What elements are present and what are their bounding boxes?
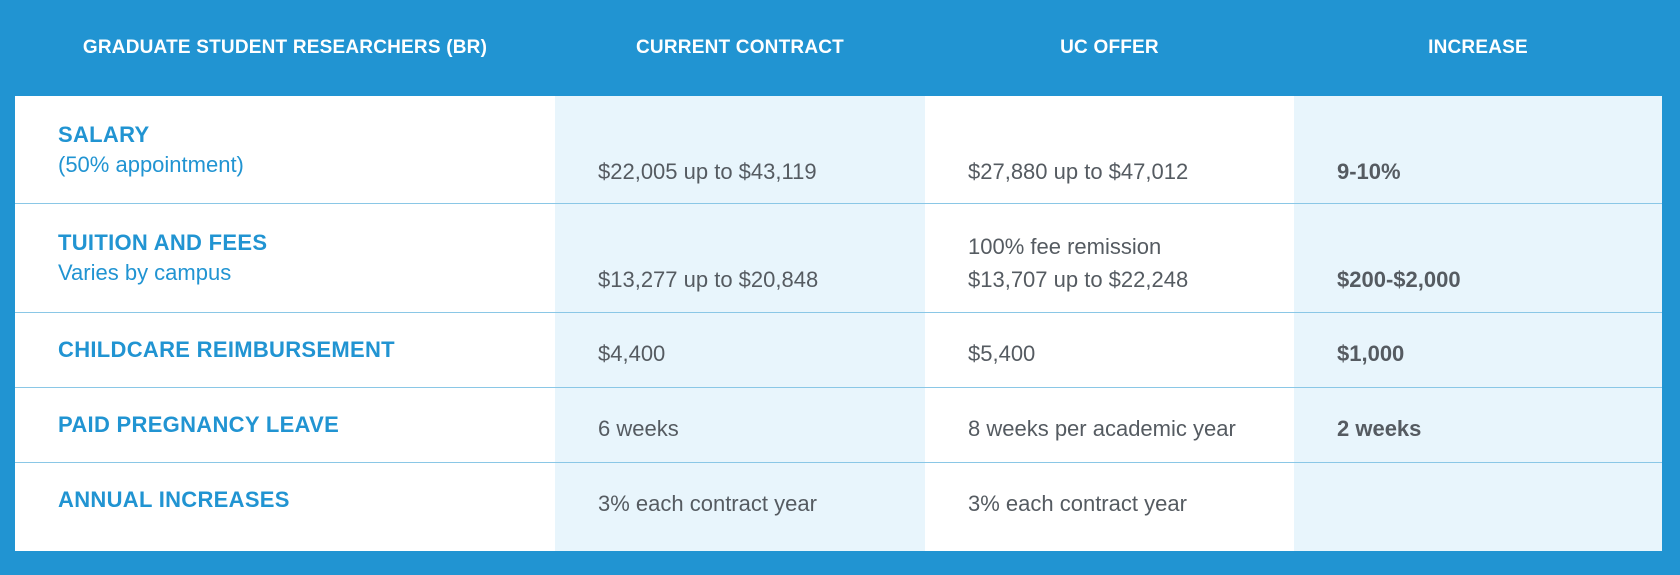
cell-increase: 2 weeks [1294, 388, 1662, 462]
cell-increase: $1,000 [1294, 313, 1662, 387]
row-label-childcare: CHILDCARE REIMBURSEMENT [15, 313, 555, 387]
cell-current: $22,005 up to $43,119 [555, 96, 925, 203]
row-title: PAID PREGNANCY LEAVE [58, 412, 340, 437]
offer-value: $27,880 up to $47,012 [968, 159, 1189, 184]
table-header: GRADUATE STUDENT RESEARCHERS (BR) CURREN… [15, 0, 1662, 96]
header-researchers: GRADUATE STUDENT RESEARCHERS (BR) [82, 37, 488, 58]
table-body: SALARY (50% appointment) $22,005 up to $… [15, 96, 1662, 551]
cell-current: $13,277 up to $20,848 [555, 204, 925, 312]
increase-value: $1,000 [1337, 341, 1405, 366]
cell-increase [1294, 463, 1662, 551]
current-value: 6 weeks [598, 416, 679, 441]
table-row-pregnancy-leave: PAID PREGNANCY LEAVE 6 weeks 8 weeks per… [15, 388, 1662, 463]
row-label-tuition: TUITION AND FEES Varies by campus [15, 204, 555, 312]
cell-increase: 9-10% [1294, 96, 1662, 203]
offer-value-line2: $13,707 up to $22,248 [968, 267, 1189, 292]
current-value: $22,005 up to $43,119 [598, 159, 817, 184]
row-subtitle: (50% appointment) [58, 152, 244, 177]
header-uc-offer: UC OFFER [1060, 37, 1159, 58]
row-title: CHILDCARE REIMBURSEMENT [58, 337, 395, 362]
row-title: TUITION AND FEES [58, 230, 268, 255]
current-value: $4,400 [598, 341, 666, 366]
cell-current: 6 weeks [555, 388, 925, 462]
row-subtitle: Varies by campus [58, 260, 232, 285]
header-current-contract: CURRENT CONTRACT [636, 37, 844, 58]
cell-offer: 100% fee remission $13,707 up to $22,248 [925, 204, 1294, 312]
table-row-salary: SALARY (50% appointment) $22,005 up to $… [15, 96, 1662, 204]
row-label-annual-increases: ANNUAL INCREASES [15, 463, 555, 551]
current-value: $13,277 up to $20,848 [598, 267, 819, 292]
cell-offer: $27,880 up to $47,012 [925, 96, 1294, 203]
table-row-annual-increases: ANNUAL INCREASES 3% each contract year 3… [15, 463, 1662, 551]
increase-column-shade [1294, 96, 1662, 551]
header-increase: INCREASE [1428, 37, 1528, 58]
increase-value: $200-$2,000 [1337, 267, 1461, 292]
offer-value: 3% each contract year [968, 491, 1187, 516]
cell-offer: $5,400 [925, 313, 1294, 387]
cell-increase: $200-$2,000 [1294, 204, 1662, 312]
offer-value-line1: 100% fee remission [968, 234, 1162, 259]
cell-current: 3% each contract year [555, 463, 925, 551]
row-title: ANNUAL INCREASES [58, 487, 290, 512]
table-row-childcare: CHILDCARE REIMBURSEMENT $4,400 $5,400 $1… [15, 313, 1662, 388]
cell-current: $4,400 [555, 313, 925, 387]
row-title: SALARY [58, 122, 150, 147]
current-contract-column-shade [555, 96, 925, 551]
offer-value: $5,400 [968, 341, 1036, 366]
row-label-salary: SALARY (50% appointment) [15, 96, 555, 203]
cell-offer: 3% each contract year [925, 463, 1294, 551]
table-row-tuition: TUITION AND FEES Varies by campus $13,27… [15, 204, 1662, 313]
row-label-pregnancy-leave: PAID PREGNANCY LEAVE [15, 388, 555, 462]
cell-offer: 8 weeks per academic year [925, 388, 1294, 462]
increase-value: 2 weeks [1337, 416, 1422, 441]
offer-value: 8 weeks per academic year [968, 416, 1236, 441]
increase-value: 9-10% [1337, 159, 1401, 184]
current-value: 3% each contract year [598, 491, 817, 516]
